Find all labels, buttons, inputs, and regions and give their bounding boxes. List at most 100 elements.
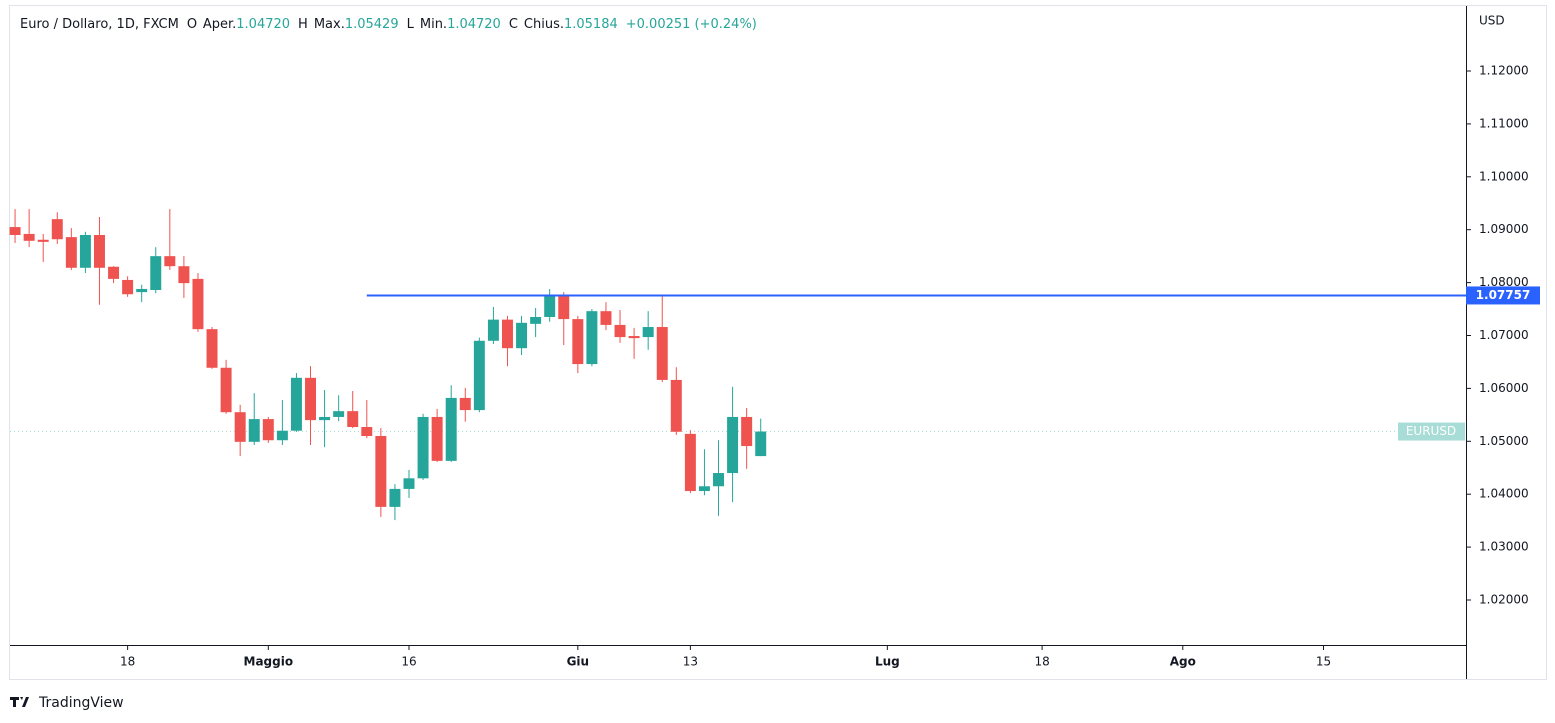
- candle-body: [600, 311, 612, 325]
- candle-body: [178, 266, 190, 284]
- candle-body: [150, 256, 162, 291]
- y-tick-label: 1.06000: [1479, 381, 1529, 395]
- candle-body: [642, 327, 654, 338]
- candle-body: [558, 294, 570, 320]
- candle-body: [501, 319, 513, 349]
- y-tick-label: 1.04000: [1479, 487, 1529, 501]
- change: +0.00251 (+0.24%): [626, 17, 757, 32]
- x-tick-label: Maggio: [244, 655, 294, 669]
- ohlc-key: C: [509, 17, 518, 32]
- candle-body: [192, 278, 204, 330]
- ohlc-value: 1.05184: [564, 17, 618, 32]
- ohlc-key: H: [298, 17, 308, 32]
- candle-body: [586, 311, 598, 365]
- y-tick-label: 1.08000: [1479, 275, 1529, 289]
- ohlc-key: O: [187, 17, 197, 32]
- candle-body: [572, 319, 584, 365]
- ohlc-value: 1.04720: [236, 17, 290, 32]
- x-tick-label: Lug: [875, 655, 900, 669]
- hline-price-label: 1.07757: [1476, 288, 1531, 302]
- candle-body: [276, 430, 288, 441]
- candle-body: [23, 233, 35, 241]
- candle-body: [319, 416, 331, 421]
- candle-body: [727, 416, 739, 474]
- candle-body: [544, 295, 556, 317]
- currency-label: USD: [1479, 14, 1505, 28]
- candle-body: [614, 324, 626, 338]
- candle-body: [248, 419, 260, 442]
- candle-body: [445, 397, 457, 461]
- candle-body: [333, 411, 345, 417]
- candle-body: [459, 397, 471, 411]
- candle-body: [65, 237, 77, 268]
- candle-body: [122, 279, 134, 295]
- y-tick-label: 1.11000: [1479, 116, 1529, 130]
- brand-name: TradingView: [38, 695, 124, 711]
- y-tick-label: 1.03000: [1479, 540, 1529, 554]
- candle-body: [473, 340, 485, 411]
- candle-body: [262, 419, 274, 441]
- candle-body: [375, 436, 387, 507]
- candle-body: [9, 227, 21, 235]
- brand-logo: [10, 697, 29, 707]
- candle-body: [684, 433, 696, 492]
- candle-body: [93, 234, 105, 268]
- ohlc-label: Chius.: [524, 17, 564, 32]
- x-tick-label: 18: [1034, 655, 1049, 669]
- candle-body: [164, 256, 176, 267]
- y-tick-label: 1.07000: [1479, 328, 1529, 342]
- symbol-box: [1398, 422, 1465, 441]
- candle-body: [136, 288, 148, 293]
- ohlc-label: Max.: [314, 17, 345, 32]
- y-tick-label: 1.05000: [1479, 434, 1529, 448]
- x-tick-label: Ago: [1170, 655, 1196, 669]
- candle-body: [403, 478, 415, 489]
- candle-body: [108, 266, 120, 279]
- candle-body: [431, 416, 443, 461]
- candle-body: [713, 473, 725, 487]
- title: Euro / Dollaro, 1D, FXCM: [20, 17, 179, 32]
- candle-body: [206, 329, 218, 368]
- y-tick-label: 1.02000: [1479, 592, 1529, 606]
- candle-body: [79, 234, 91, 268]
- candle-body: [516, 322, 528, 349]
- candle-body: [530, 316, 542, 324]
- y-tick-label: 1.10000: [1479, 169, 1529, 183]
- candle-body: [417, 416, 429, 479]
- candle-body: [670, 379, 682, 432]
- candle-body: [487, 319, 499, 341]
- candle-body: [220, 367, 232, 413]
- candle-body: [698, 486, 710, 492]
- candle-body: [656, 327, 668, 380]
- x-tick-label: 15: [1316, 655, 1331, 669]
- candle-body: [628, 336, 640, 339]
- candle-body: [755, 431, 767, 457]
- candle-body: [305, 377, 317, 421]
- candle-body: [361, 427, 373, 437]
- frame: [9, 5, 1547, 680]
- candle-body: [741, 416, 753, 447]
- x-tick-label: 16: [401, 655, 416, 669]
- brand: TradingView: [10, 695, 124, 711]
- x-tick-label: 18: [120, 655, 135, 669]
- ohlc-value: 1.04720: [447, 17, 501, 32]
- candle-body: [389, 488, 401, 507]
- legend-header: Euro / Dollaro, 1D, FXCM O Aper.1.04720 H Ma…: [20, 17, 757, 32]
- candle-body: [290, 377, 302, 431]
- y-tick-label: 1.09000: [1479, 222, 1529, 236]
- ohlc-value: 1.05429: [345, 17, 399, 32]
- ohlc-label: Min.: [420, 17, 447, 32]
- candle-body: [347, 411, 359, 428]
- symbol-label: EURUSD: [1406, 424, 1456, 438]
- candle-body: [51, 219, 63, 240]
- hline-price-box: [1466, 286, 1540, 305]
- candle-body: [37, 239, 49, 242]
- x-tick-label: 13: [683, 655, 698, 669]
- ohlc-label: Aper.: [203, 17, 236, 32]
- x-tick-label: Giu: [567, 655, 590, 669]
- ohlc-key: L: [407, 17, 415, 32]
- candle-body: [234, 412, 246, 442]
- y-tick-label: 1.12000: [1479, 64, 1529, 78]
